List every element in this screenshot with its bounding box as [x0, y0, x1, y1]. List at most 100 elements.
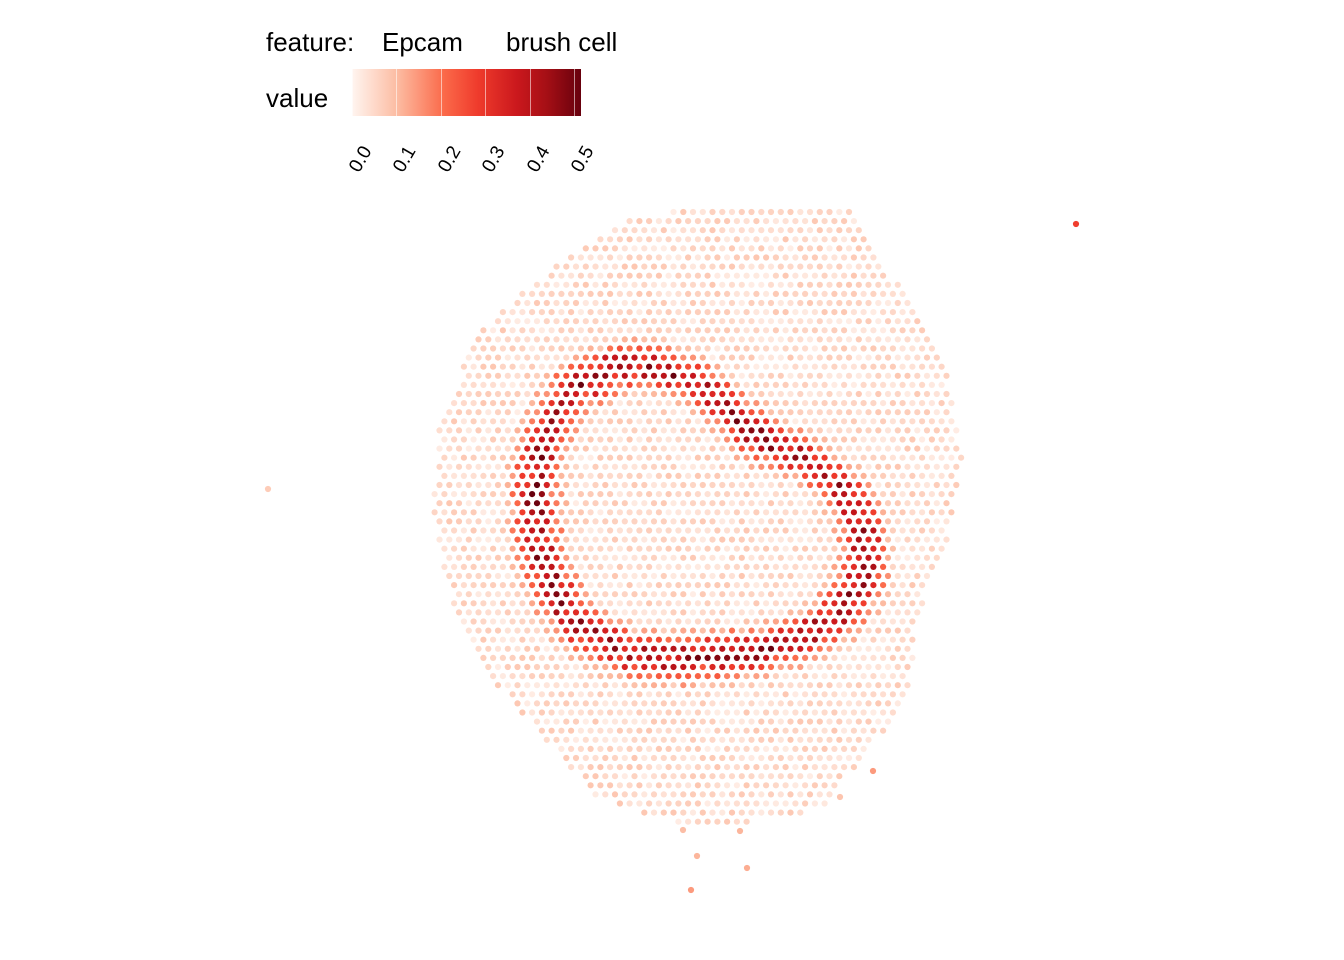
spot-point — [543, 481, 550, 489]
spot-point — [841, 491, 848, 498]
spot-point — [509, 545, 516, 552]
spot-point — [621, 554, 628, 561]
spot-point — [806, 409, 814, 416]
spot-point — [909, 472, 916, 479]
spot-point — [841, 454, 848, 461]
spot-point — [607, 491, 614, 498]
spot-point — [568, 290, 575, 297]
spot-point — [602, 572, 609, 580]
spot-point — [704, 436, 711, 443]
spot-point — [626, 691, 633, 698]
spot-point — [465, 572, 472, 580]
spot-point — [441, 545, 448, 552]
spot-point — [490, 673, 497, 680]
spot-point — [884, 372, 892, 379]
spot-point — [948, 491, 955, 498]
spot-point — [904, 481, 911, 489]
spot-point — [607, 691, 614, 698]
spot-point — [475, 427, 482, 434]
spot-point — [597, 272, 604, 279]
spot-point — [787, 536, 794, 543]
spot-point — [724, 436, 731, 443]
spot-point — [860, 491, 867, 498]
spot-point — [582, 682, 589, 689]
spot-point — [865, 645, 872, 652]
spot-point — [699, 809, 706, 816]
spot-point — [519, 400, 526, 407]
spot-point — [646, 582, 653, 589]
spot-point — [670, 663, 677, 671]
spot-point — [787, 336, 794, 343]
spot-point — [548, 363, 555, 370]
spot-point — [699, 554, 706, 561]
spot-point — [743, 236, 750, 243]
spot-point — [753, 254, 760, 261]
spot-point — [860, 709, 867, 716]
spot-point — [738, 809, 745, 816]
spot-point — [875, 518, 882, 525]
spot-point — [806, 336, 814, 343]
spot-point — [655, 436, 663, 443]
spot-point — [728, 663, 736, 671]
spot-point — [743, 290, 750, 297]
spot-point — [743, 254, 750, 261]
spot-point — [641, 500, 648, 507]
spot-point — [777, 372, 784, 379]
spot-point — [728, 572, 736, 580]
spot-point — [767, 591, 775, 598]
spot-point — [792, 673, 799, 680]
spot-point — [494, 554, 502, 561]
spot-point — [665, 454, 672, 461]
spot-point — [529, 509, 536, 516]
spot-point — [641, 718, 648, 725]
spot-point — [719, 572, 726, 580]
spot-point — [841, 236, 848, 243]
spot-point — [587, 691, 594, 698]
spot-point — [650, 791, 658, 798]
spot-point — [714, 345, 721, 352]
spot-point — [685, 218, 692, 225]
spot-point — [948, 509, 955, 516]
spot-point — [553, 718, 560, 725]
spot-point — [787, 809, 794, 816]
spot-point — [919, 363, 926, 370]
spot-point — [646, 563, 653, 571]
spot-point — [675, 527, 682, 534]
spot-point — [845, 354, 853, 361]
spot-point — [894, 663, 901, 671]
spot-point — [572, 682, 580, 689]
spot-point — [572, 645, 580, 652]
spot-point — [860, 381, 867, 388]
spot-point — [582, 518, 589, 525]
spot-point — [553, 445, 560, 452]
spot-point — [802, 436, 809, 443]
spot-point — [687, 886, 695, 894]
spot-point — [611, 554, 619, 561]
spot-point — [821, 654, 828, 662]
spot-point — [728, 627, 736, 634]
spot-point — [753, 363, 760, 370]
spot-point — [714, 272, 721, 279]
spot-point — [694, 600, 702, 607]
spot-point — [743, 582, 750, 589]
spot-point — [519, 691, 526, 698]
spot-point — [693, 852, 701, 860]
spot-point — [880, 509, 887, 516]
spot-point — [767, 518, 775, 525]
spot-point — [592, 591, 599, 598]
spot-point — [543, 609, 550, 616]
spot-point — [685, 673, 692, 680]
spot-point — [733, 691, 741, 698]
spot-point — [480, 545, 487, 552]
spot-point — [572, 299, 580, 307]
spot-point — [582, 263, 589, 270]
spot-point — [724, 527, 731, 534]
spot-point — [845, 299, 853, 307]
spot-point — [899, 600, 906, 607]
spot-point — [816, 518, 823, 525]
spot-point — [577, 345, 585, 352]
spot-point — [728, 445, 736, 452]
spot-point — [743, 727, 750, 734]
spot-point — [831, 436, 838, 443]
spot-point — [928, 418, 936, 425]
